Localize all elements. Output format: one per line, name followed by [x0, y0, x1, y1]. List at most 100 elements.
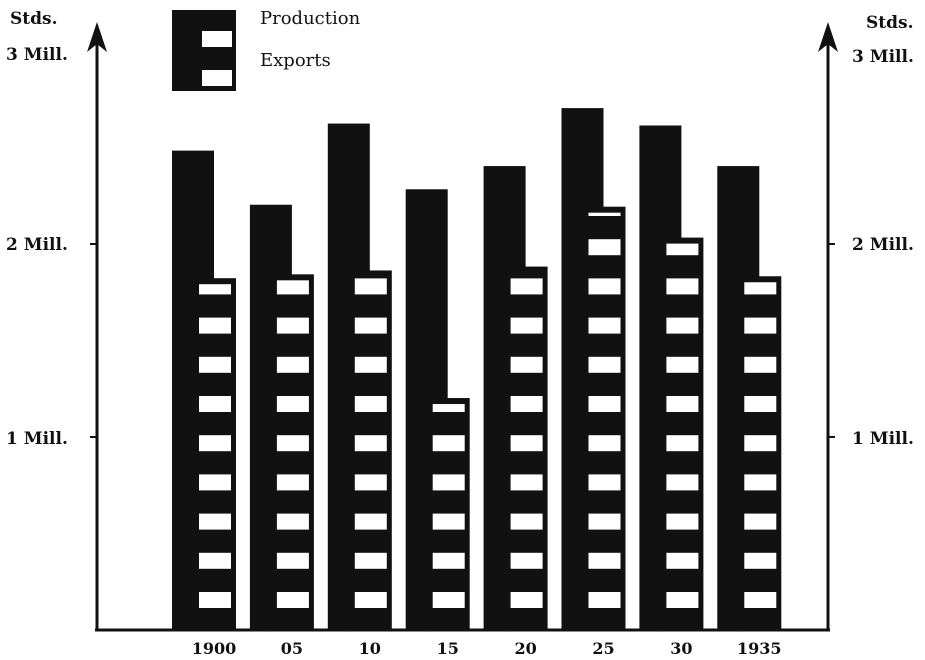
bar-exports-stripe: [432, 592, 465, 608]
bar-exports-stripe: [510, 592, 543, 608]
bar-exports-stripe: [588, 356, 621, 373]
y-axis-left-arrow: [87, 22, 107, 52]
bar-exports-stripe: [510, 356, 543, 373]
bar-exports-stripe: [510, 278, 543, 295]
bar-exports-stripe: [199, 356, 231, 373]
bar-exports-stripe: [588, 435, 621, 452]
bar-exports-stripe: [276, 513, 309, 530]
bar-exports-stripe: [666, 474, 699, 491]
bar-exports-stripe: [354, 513, 387, 530]
bar-exports-stripe: [588, 317, 621, 334]
bar-exports-stripe: [276, 280, 309, 295]
x-tick-label: 20: [514, 639, 536, 658]
bar-exports-stripe: [510, 317, 543, 334]
x-tick-label: 05: [281, 639, 303, 658]
bar-exports-stripe: [354, 435, 387, 452]
bar-exports-stripe: [432, 435, 465, 452]
bar-exports-stripe: [744, 282, 777, 295]
x-tick-label: 30: [670, 639, 692, 658]
bar-exports-stripe: [588, 552, 621, 569]
bar-exports-stripe: [276, 474, 309, 491]
bar-exports-stripe: [432, 404, 465, 412]
bar-exports-stripe: [276, 592, 309, 608]
bar-exports-stripe: [666, 278, 699, 295]
bar-exports-stripe: [199, 317, 231, 334]
bar-exports-stripe: [588, 592, 621, 608]
bar-exports-stripe: [354, 356, 387, 373]
bar-exports-stripe: [666, 396, 699, 412]
bar-exports-stripe: [666, 435, 699, 452]
y-tick-label-left-1: 1 Mill.: [6, 429, 68, 449]
bar-exports-stripe: [354, 474, 387, 491]
bar-exports-stripe: [354, 396, 387, 412]
bar-exports-stripe: [744, 356, 777, 373]
bar-exports-stripe: [588, 474, 621, 491]
bar-exports-stripe: [744, 552, 777, 569]
bar-exports-stripe: [588, 513, 621, 530]
y-tick-label-right-2: 2 Mill.: [852, 235, 914, 255]
bar-exports-stripe: [354, 552, 387, 569]
bar-exports-stripe: [588, 278, 621, 295]
bar-exports-stripe: [510, 474, 543, 491]
bar-exports-stripe: [744, 474, 777, 491]
legend-label-production: Production: [260, 8, 361, 29]
bar-exports-stripe: [432, 552, 465, 569]
y-unit-label-right: Stds.: [866, 13, 914, 33]
bar-exports-stripe: [744, 435, 777, 452]
y-tick-label-right-3: 3 Mill.: [852, 47, 914, 67]
bar-exports-stripe: [432, 474, 465, 491]
legend: Production Exports: [172, 8, 361, 91]
x-tick-labels: 1900 05 10 15 20 25 30 1935: [192, 639, 782, 658]
bar-exports-stripe: [588, 239, 621, 256]
bar-exports-stripe: [199, 284, 231, 295]
x-tick-label: 1900: [192, 639, 237, 658]
y-tick-label-left-2: 2 Mill.: [6, 235, 68, 255]
legend-swatch-exports-stripe: [202, 70, 232, 86]
y-axis-right-arrow: [818, 22, 838, 52]
bar-exports-stripe: [666, 592, 699, 608]
bar-exports-stripe: [666, 356, 699, 373]
bar-exports-stripe: [199, 592, 231, 608]
bar-exports-stripe: [510, 552, 543, 569]
bar-exports-stripe: [666, 243, 699, 256]
bar-exports-stripe: [744, 317, 777, 334]
bar-exports: [194, 278, 236, 630]
bar-exports-stripe: [510, 396, 543, 412]
bar-exports-stripe: [354, 278, 387, 295]
bar-exports-stripe: [588, 212, 621, 216]
bar-exports-stripe: [510, 435, 543, 452]
x-tick-label: 1935: [737, 639, 782, 658]
bar-exports-stripe: [354, 317, 387, 334]
x-tick-label: 15: [437, 639, 459, 658]
bar-exports: [271, 274, 314, 630]
bar-exports: [661, 237, 704, 630]
bars: [172, 108, 782, 631]
bar-exports-stripe: [276, 552, 309, 569]
bar-exports-stripe: [276, 396, 309, 412]
bar-exports-stripe: [588, 396, 621, 412]
bar-exports-stripe: [276, 356, 309, 373]
bar-exports-stripe: [199, 474, 231, 491]
bar-exports-stripe: [354, 592, 387, 608]
bar-exports-stripe: [510, 513, 543, 530]
y-tick-marks: [90, 243, 835, 438]
x-tick-label: 25: [592, 639, 614, 658]
bar-exports: [739, 276, 782, 630]
bar-exports-stripe: [432, 513, 465, 530]
bar-exports-stripe: [744, 513, 777, 530]
x-tick-label: 10: [359, 639, 381, 658]
legend-label-exports: Exports: [260, 50, 331, 71]
bar-exports-stripe: [666, 552, 699, 569]
bar-exports-stripe: [276, 435, 309, 452]
y-tick-label-right-1: 1 Mill.: [852, 429, 914, 449]
y-unit-label-left: Stds.: [10, 9, 58, 29]
bar-exports-stripe: [744, 592, 777, 608]
bar-exports-stripe: [199, 513, 231, 530]
y-tick-label-left-3: 3 Mill.: [6, 45, 68, 65]
bar-exports-stripe: [199, 396, 231, 412]
bar-exports-stripe: [199, 435, 231, 452]
bar-exports-stripe: [276, 317, 309, 334]
bar-exports-stripe: [666, 513, 699, 530]
bar-exports-stripe: [199, 552, 231, 569]
